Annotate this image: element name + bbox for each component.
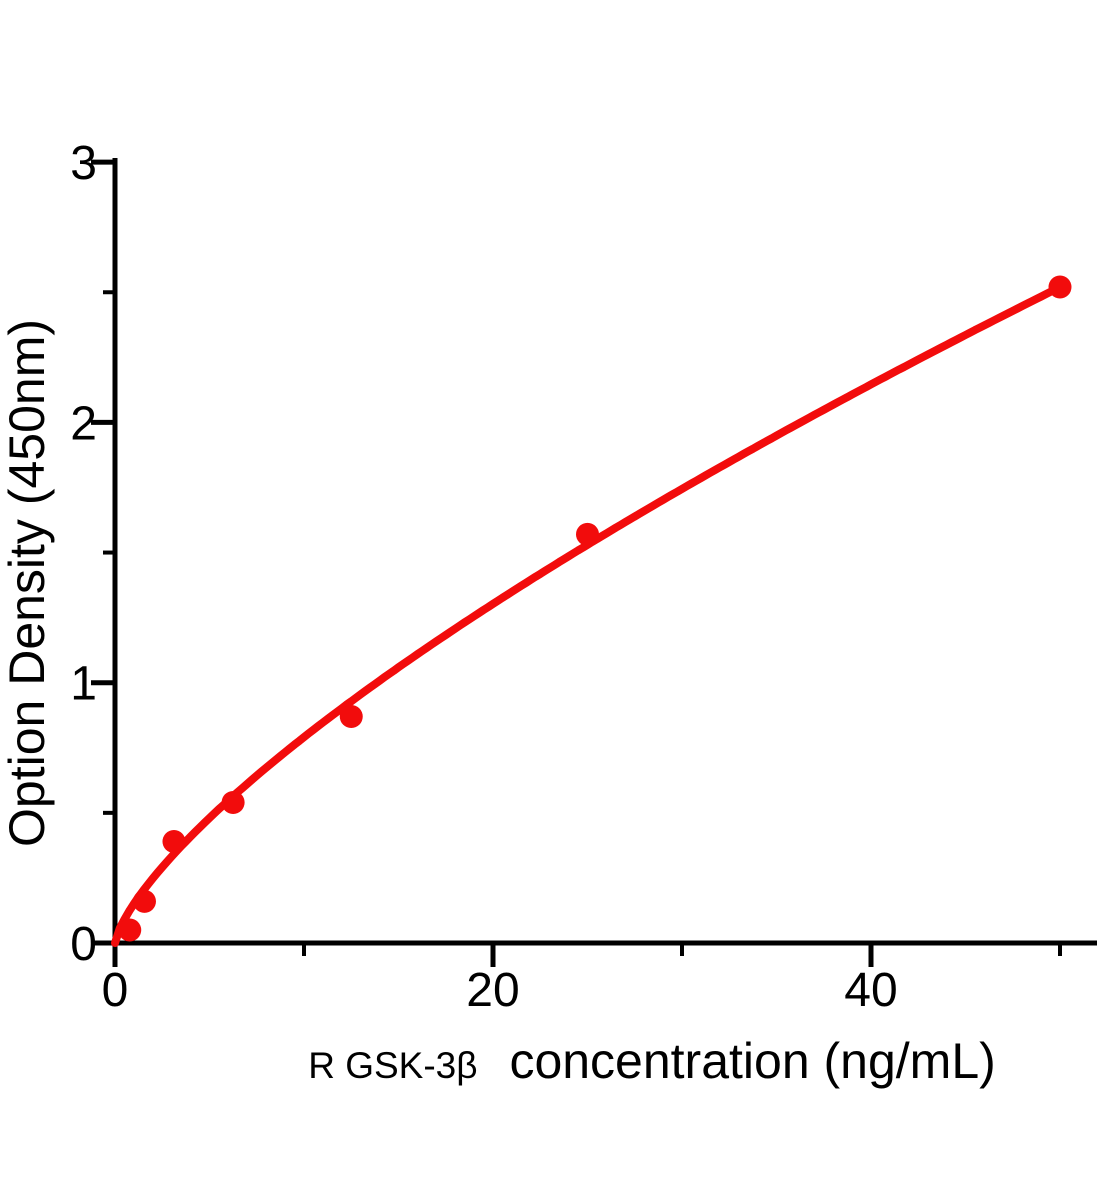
- x-tick-label: 0: [102, 964, 129, 1017]
- data-point: [132, 889, 156, 913]
- data-point: [221, 790, 245, 814]
- x-tick-label: 20: [466, 964, 519, 1017]
- data-point: [576, 522, 599, 546]
- y-axis-title: Option Density (450nm): [0, 319, 55, 847]
- y-tick-label: 3: [70, 137, 97, 190]
- data-point: [339, 705, 363, 729]
- y-tick-label: 1: [70, 658, 97, 711]
- x-axis-title-prefix: R GSK-3β: [308, 1045, 477, 1086]
- y-tick-label: 2: [70, 397, 97, 450]
- y-tick-label: 0: [70, 918, 97, 971]
- data-point: [1048, 275, 1072, 299]
- x-axis-title-main: concentration (ng/mL): [509, 1033, 995, 1089]
- data-point: [162, 829, 186, 853]
- data-point: [118, 918, 142, 942]
- x-tick-label: 40: [844, 964, 897, 1017]
- series-layer: [111, 275, 1072, 947]
- fit-curve: [111, 283, 1064, 947]
- axes-layer: 0 20 40 0 1 2 3: [70, 137, 1097, 1017]
- x-axis-title: R GSK-3β concentration (ng/mL): [308, 1033, 996, 1089]
